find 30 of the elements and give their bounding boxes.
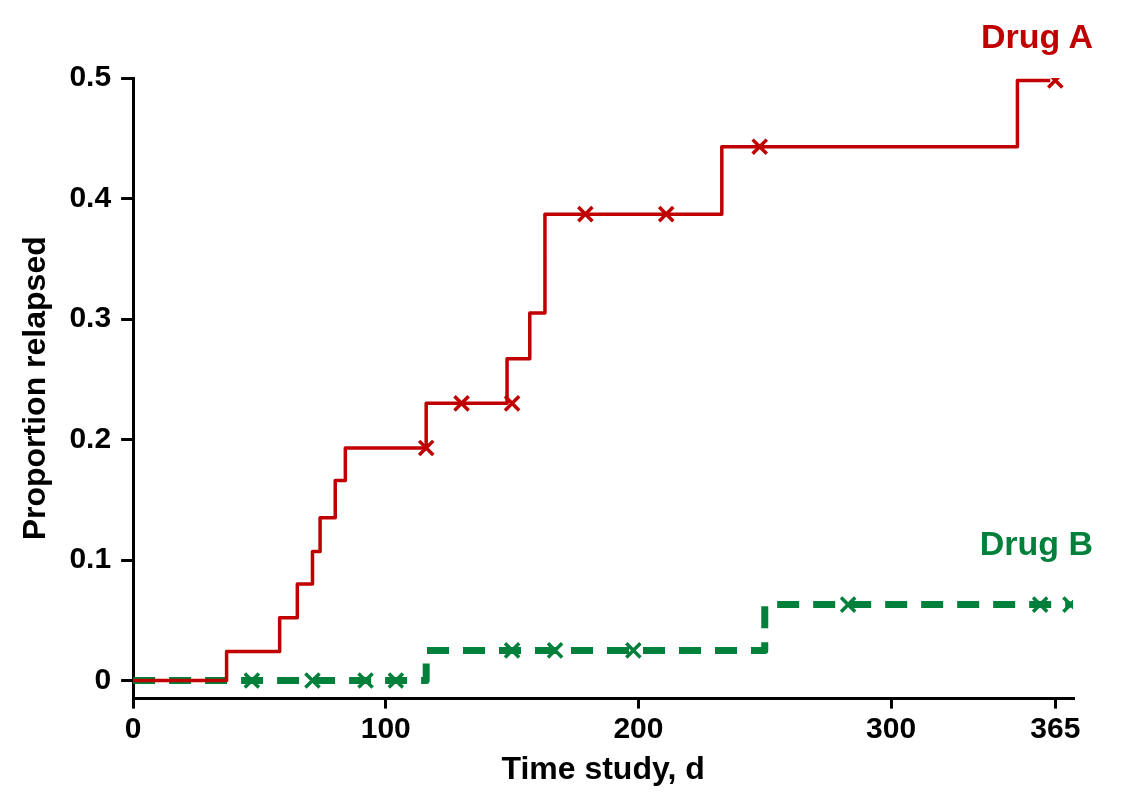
point [839,595,857,614]
point [452,394,471,413]
x-axis-title: Time study, d [501,749,705,786]
series-label: Drug A [980,17,1093,56]
x-tick-label: 365 [1030,710,1081,744]
x-tick-label: 300 [866,710,917,744]
point [417,439,436,457]
point [303,671,322,690]
series-label: Drug B [979,523,1093,562]
y-tick-label: 0.4 [69,179,112,213]
point [576,205,595,223]
y-tick-label: 0.1 [69,541,112,575]
point [1031,595,1049,614]
point [657,205,676,223]
x-tick-label: 0 [124,710,142,744]
point [503,394,521,413]
y-tick-label: 0 [94,661,112,695]
y-axis-title: Proportion relapsed [16,236,53,541]
point [356,671,375,690]
x-tick-label: 100 [360,710,411,744]
y-tick-label: 0.2 [69,420,112,454]
x-tick-label: 200 [613,710,664,744]
point [624,641,643,660]
point [243,671,261,690]
point [503,641,521,660]
y-tick-label: 0.3 [69,300,112,334]
y-tick-label: 0.5 [69,59,112,93]
point [750,137,769,156]
point [546,641,564,660]
point [387,671,405,690]
